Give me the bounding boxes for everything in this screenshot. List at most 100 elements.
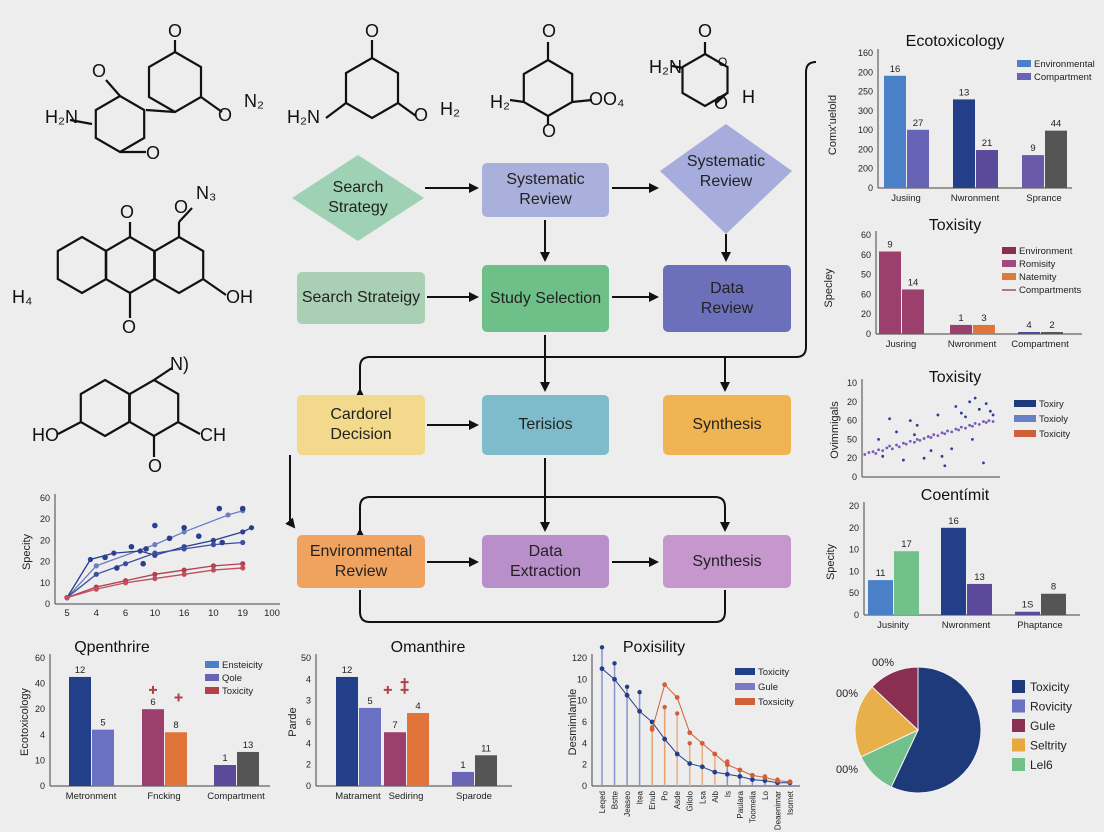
legend-swatch bbox=[1002, 260, 1016, 267]
data-extraction-box[interactable]: Data Extraction bbox=[482, 535, 609, 588]
ring bbox=[56, 235, 108, 295]
data-point bbox=[712, 751, 718, 757]
scatter-point bbox=[973, 422, 977, 425]
scatter-point bbox=[888, 417, 891, 421]
environmental-review-box[interactable]: Environmental Review bbox=[297, 535, 425, 588]
x-tick-label: Sparode bbox=[456, 791, 492, 802]
x-tick-label: 10 bbox=[150, 608, 161, 619]
systematic-review-diamond[interactable]: Systematic Review bbox=[660, 124, 792, 234]
bar-value-label: 4 bbox=[415, 701, 420, 712]
y-tick-label: 2 bbox=[582, 760, 587, 770]
branch-connector bbox=[355, 61, 817, 398]
bar bbox=[237, 751, 259, 786]
atom-label: O bbox=[714, 93, 729, 113]
y-tick-label: 20 bbox=[35, 704, 45, 714]
atom-label: HO bbox=[32, 425, 59, 445]
y-tick-label: 20 bbox=[40, 557, 50, 567]
legend-label: Toxsicity bbox=[758, 697, 794, 708]
bar bbox=[384, 732, 406, 786]
bar-value-label: 13 bbox=[974, 572, 985, 583]
pie-slice bbox=[871, 666, 919, 732]
terisios-box[interactable]: Terisios bbox=[482, 395, 609, 455]
scatter-point bbox=[982, 420, 985, 423]
scatter-point bbox=[897, 445, 901, 449]
bond bbox=[57, 421, 82, 435]
y-tick-label: 10 bbox=[40, 578, 50, 588]
charts: 0200200100300250200160EcotoxicologyComx'… bbox=[19, 33, 1095, 830]
y-tick-label: 200 bbox=[858, 67, 873, 77]
study-selection-box[interactable]: Study Selection bbox=[482, 265, 609, 332]
bar bbox=[1041, 332, 1063, 334]
scatter-point bbox=[959, 425, 963, 429]
ring bbox=[128, 378, 180, 438]
data-point bbox=[240, 561, 246, 567]
data-point bbox=[662, 736, 668, 742]
y-axis-label: Specity bbox=[825, 543, 837, 580]
data-point bbox=[674, 695, 680, 700]
ring bbox=[79, 378, 131, 438]
chart-coent: 0 50 10 10 20 20 Coentímit Specity 11 17 Jusinity 1… bbox=[825, 487, 1080, 631]
legend-swatch bbox=[1012, 738, 1025, 752]
atom-label: H bbox=[742, 87, 755, 107]
chart-title: Ecotoxicology bbox=[906, 33, 1005, 50]
bracket-connector bbox=[359, 590, 726, 623]
search-strategy-diamond[interactable]: Search Strategy bbox=[292, 155, 424, 241]
chart-title: Toxisity bbox=[929, 217, 981, 234]
atom-label: O bbox=[698, 21, 713, 41]
legend-label: Toxiry bbox=[1039, 399, 1064, 410]
y-axis-label: Desmimlamle bbox=[567, 689, 579, 756]
synthesis-box-2[interactable]: Synthesis bbox=[663, 535, 791, 588]
legend-swatch bbox=[205, 687, 219, 694]
scatter-point bbox=[954, 405, 958, 408]
synthesis-box-1[interactable]: Synthesis bbox=[663, 395, 791, 455]
slice-label: 00% bbox=[836, 688, 858, 700]
bar-value-label: 5 bbox=[100, 718, 105, 729]
scatter-point bbox=[988, 409, 992, 413]
cardorel-decision-box[interactable]: Cardorel Decision bbox=[297, 395, 425, 455]
scatter-point bbox=[922, 437, 926, 440]
bar-value-label: 1 bbox=[222, 753, 227, 764]
atom-label: O bbox=[365, 21, 380, 41]
x-tick-label: Enub bbox=[648, 790, 657, 809]
y-tick-label: 60 bbox=[861, 250, 871, 260]
data-point bbox=[122, 561, 129, 567]
chart-title: Coentímit bbox=[921, 487, 990, 504]
data-point bbox=[775, 778, 780, 784]
search-strategiy-box[interactable]: Search Strateigy bbox=[297, 272, 425, 324]
bond bbox=[69, 118, 93, 126]
y-axis-label: Specity bbox=[21, 533, 33, 570]
data-review-box[interactable]: Data Review bbox=[663, 265, 791, 332]
bar bbox=[92, 729, 114, 786]
bar bbox=[336, 676, 358, 786]
x-tick-label: 5 bbox=[64, 608, 69, 619]
atom-label: N₂ bbox=[244, 91, 264, 111]
data-point bbox=[637, 708, 642, 714]
bar-value-label: 12 bbox=[342, 665, 353, 676]
legend-swatch bbox=[735, 668, 755, 675]
scatter-point bbox=[964, 426, 967, 430]
bar bbox=[950, 324, 972, 334]
data-point bbox=[699, 764, 705, 770]
data-point bbox=[210, 563, 217, 569]
stem-head bbox=[662, 704, 667, 710]
scatter-point bbox=[863, 453, 867, 456]
legend-label: Compartments bbox=[1019, 285, 1082, 296]
y-tick-label: 50 bbox=[847, 434, 857, 444]
y-tick-label: 4 bbox=[306, 674, 311, 684]
diamond-shape bbox=[292, 155, 424, 241]
chart-oman: 0 2 4 6 3 4 50 Omanthire Parde 12 5 Matrament 7 4 Sedi… bbox=[287, 639, 512, 802]
bond bbox=[509, 98, 525, 104]
systematic-review-box[interactable]: Systematic Review bbox=[482, 163, 609, 217]
legend-label: Natemity bbox=[1019, 272, 1057, 283]
y-tick-label: 10 bbox=[577, 696, 587, 706]
bar-value-label: 13 bbox=[959, 87, 970, 98]
bar-value-label: 1 bbox=[460, 760, 465, 771]
data-point bbox=[219, 539, 226, 546]
bar bbox=[907, 129, 929, 188]
scatter-point bbox=[908, 439, 912, 443]
ring bbox=[522, 58, 574, 118]
bar-value-label: 2 bbox=[1049, 320, 1054, 331]
scatter-point bbox=[929, 449, 933, 453]
legend-swatch bbox=[1014, 400, 1036, 407]
y-tick-label: 160 bbox=[858, 48, 873, 58]
